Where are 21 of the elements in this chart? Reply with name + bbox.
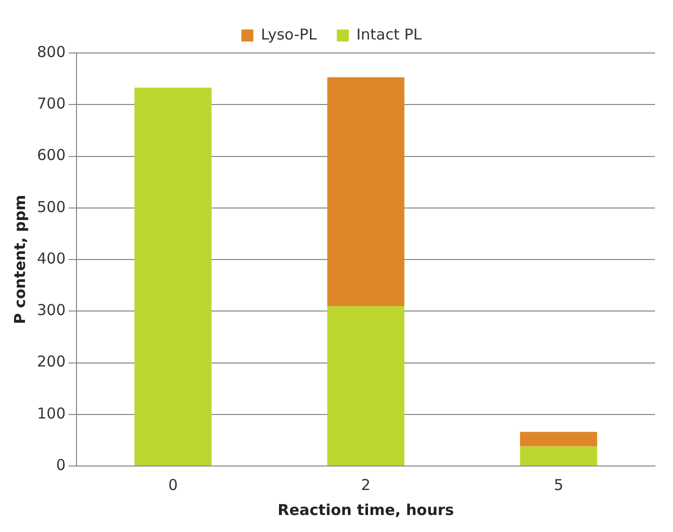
y-tick-label: 200 xyxy=(36,352,66,371)
y-tick-label: 400 xyxy=(36,249,66,268)
y-tick-label: 0 xyxy=(56,456,66,474)
bar xyxy=(520,446,598,466)
y-tick-label: 300 xyxy=(36,301,66,320)
y-tick-label: 800 xyxy=(36,42,66,61)
bar xyxy=(134,88,212,466)
legend-label: Intact PL xyxy=(356,25,422,44)
x-tick-label: 0 xyxy=(168,476,178,494)
y-tick-label: 100 xyxy=(36,404,66,422)
x-tick-label: 5 xyxy=(554,476,564,494)
x-axis-title: Reaction time, hours xyxy=(278,500,454,519)
y-tick-label: 500 xyxy=(36,198,66,216)
legend-label: Lyso-PL xyxy=(260,25,318,44)
x-tick-label: 2 xyxy=(361,476,371,494)
y-axis-title: P content, ppm xyxy=(10,194,29,324)
y-tick-label: 700 xyxy=(36,94,66,113)
y-tick-label: 600 xyxy=(36,146,66,164)
bar xyxy=(327,77,404,306)
bar xyxy=(520,432,598,446)
bar xyxy=(327,306,404,466)
